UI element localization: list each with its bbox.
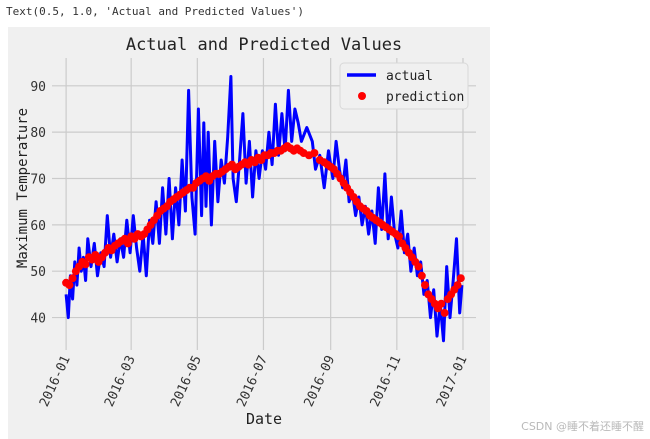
y-axis-label: Maximum Temperature: [15, 108, 31, 268]
y-tick-label: 80: [30, 126, 46, 141]
prediction-point: [453, 281, 462, 290]
prediction-point: [310, 149, 319, 157]
prediction-point: [421, 281, 429, 290]
legend-actual-label: actual: [386, 69, 433, 84]
y-tick-label: 40: [30, 312, 46, 327]
prediction-point: [440, 308, 449, 317]
prediction-point: [417, 271, 426, 280]
y-tick-label: 70: [30, 173, 46, 188]
legend-prediction-label: prediction: [386, 90, 464, 105]
legend-prediction-marker: [358, 92, 366, 100]
watermark: CSDN @睡不着还睡不醒: [521, 420, 644, 433]
cell-output-text: Text(0.5, 1.0, 'Actual and Predicted Val…: [6, 5, 305, 18]
prediction-point: [91, 251, 100, 259]
legend: actual prediction: [339, 62, 469, 110]
prediction-point: [81, 260, 90, 269]
y-tick-label: 90: [30, 80, 46, 95]
prediction-point: [123, 239, 132, 248]
prediction-series: [62, 142, 465, 317]
y-tick-label: 50: [30, 265, 46, 280]
prediction-point: [414, 262, 423, 271]
prediction-point: [437, 299, 446, 308]
prediction-point: [68, 274, 77, 283]
x-axis-label: Date: [246, 410, 282, 428]
chart-title: Actual and Predicted Values: [126, 35, 402, 55]
prediction-point: [395, 232, 403, 241]
y-tick-label: 60: [30, 219, 46, 234]
prediction-point: [456, 274, 465, 283]
prediction-point: [65, 281, 74, 290]
